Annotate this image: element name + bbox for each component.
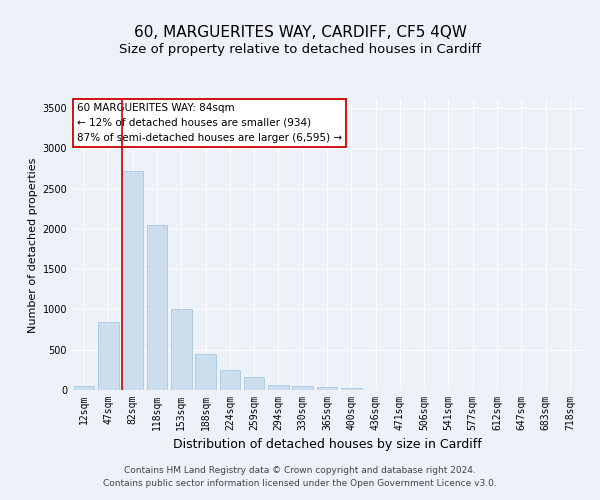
Bar [146, 225, 167, 390]
Bar [195, 354, 216, 390]
Bar [292, 386, 313, 390]
Text: 60 MARGUERITES WAY: 84sqm
← 12% of detached houses are smaller (934)
87% of semi: 60 MARGUERITES WAY: 84sqm ← 12% of detac… [77, 103, 342, 142]
Text: Contains HM Land Registry data © Crown copyright and database right 2024.
Contai: Contains HM Land Registry data © Crown c… [103, 466, 497, 487]
Bar [98, 322, 119, 390]
Bar [244, 377, 265, 390]
Bar [268, 385, 289, 390]
Bar [317, 387, 337, 390]
Text: 60, MARGUERITES WAY, CARDIFF, CF5 4QW: 60, MARGUERITES WAY, CARDIFF, CF5 4QW [133, 25, 467, 40]
Bar [341, 388, 362, 390]
Bar [122, 171, 143, 390]
Bar [171, 308, 191, 390]
X-axis label: Distribution of detached houses by size in Cardiff: Distribution of detached houses by size … [173, 438, 481, 452]
Bar [74, 386, 94, 390]
Y-axis label: Number of detached properties: Number of detached properties [28, 158, 38, 332]
Text: Size of property relative to detached houses in Cardiff: Size of property relative to detached ho… [119, 44, 481, 57]
Bar [220, 370, 240, 390]
